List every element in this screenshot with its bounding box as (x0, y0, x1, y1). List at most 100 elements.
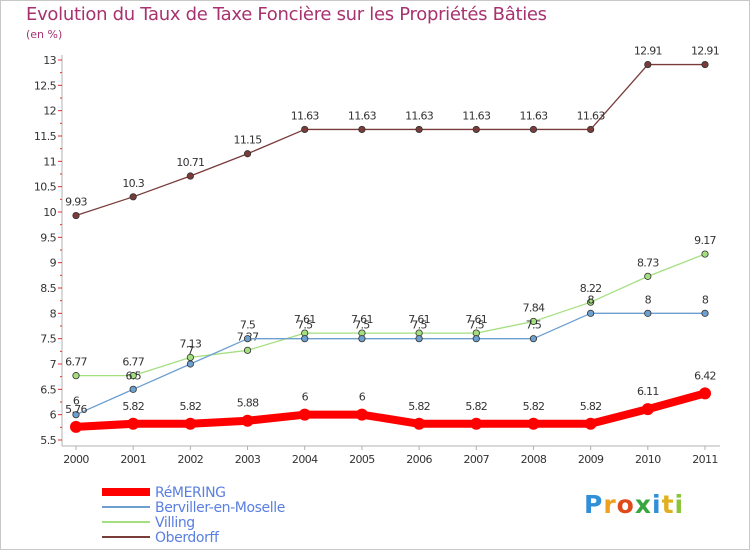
logo-letter: x (634, 490, 652, 519)
y-tick-label: 6 (50, 409, 57, 422)
data-label: 9.93 (65, 196, 87, 209)
y-tick-label: 12 (43, 105, 56, 118)
data-label: 12.91 (691, 45, 719, 58)
data-label: 7 (187, 344, 194, 357)
data-point (72, 211, 80, 220)
data-point (587, 298, 595, 306)
y-tick-label: 12.5 (34, 79, 57, 92)
series-oberdorff: 9.93 10.3 10.71 11.15 11.63 11.63 11.63 11.63 11… (65, 45, 720, 220)
data-label: 11.63 (348, 109, 377, 122)
series-berviller-en-moselle: 6 6.5 7 7.5 7.5 7.5 7.5 7.5 7.5 8 8 8 (72, 293, 710, 419)
y-tick-label: 5.5 (40, 434, 56, 447)
data-point (72, 411, 80, 419)
data-point (472, 125, 480, 134)
data-point (701, 250, 709, 258)
data-label: 6 (359, 391, 366, 404)
data-point (644, 60, 652, 69)
data-label: 5.82 (122, 400, 144, 413)
data-label: 11.63 (519, 109, 548, 122)
logo-letter: o (616, 490, 635, 519)
data-label: 10.3 (122, 177, 144, 190)
data-label: 8 (587, 293, 594, 306)
logo-letter: i (674, 490, 685, 519)
data-label: 6 (302, 391, 309, 404)
data-label: 5.82 (465, 400, 487, 413)
data-point (72, 372, 80, 380)
series-line (75, 63, 706, 217)
axes: 5.5 6 6.5 7 7.5 8 8.5 9 9.5 10 10.5 11 11.5 12 12.5 13 2… (34, 54, 720, 466)
data-label: 6 (73, 395, 80, 408)
data-label: 9.17 (694, 234, 716, 247)
data-label: 8.22 (580, 282, 602, 295)
chart-title: Evolution du Taux de Taxe Foncière sur l… (26, 4, 547, 25)
data-point (241, 414, 254, 427)
data-label: 7.13 (180, 337, 202, 350)
y-tick-label: 11.5 (34, 130, 57, 143)
data-label: 5.82 (408, 400, 430, 413)
data-point (641, 403, 654, 416)
data-label: 5.82 (580, 400, 602, 413)
y-tick-label: 7.5 (40, 333, 56, 346)
y-tick-label: 8 (50, 307, 57, 320)
unit-label: (en %) (26, 28, 63, 41)
legend: RéMERINGBerviller-en-MoselleVillingOberd… (102, 485, 285, 546)
y-tick-label: 8.5 (40, 282, 56, 295)
data-point (70, 420, 82, 433)
y-tick-label: 11 (43, 155, 56, 168)
x-tick-label: 2005 (349, 453, 375, 466)
data-label: 5.82 (523, 400, 545, 413)
data-point (584, 417, 597, 430)
data-label: 6.11 (637, 385, 659, 398)
data-point (243, 150, 252, 158)
data-label: 7.61 (294, 313, 316, 326)
data-point (358, 125, 366, 134)
data-label: 8.73 (637, 256, 659, 269)
data-point (358, 335, 366, 343)
data-label: 6.77 (122, 356, 144, 369)
data-point (301, 125, 309, 134)
data-label: 7.5 (354, 319, 370, 332)
x-tick-label: 2001 (120, 453, 146, 466)
data-label: 11.63 (405, 109, 434, 122)
data-point (470, 417, 483, 430)
y-tick-label: 7 (50, 358, 57, 371)
data-label: 6.42 (694, 369, 716, 382)
data-label: 10.71 (176, 156, 204, 169)
legend-label: Villing (155, 515, 195, 531)
logo-letter: i (652, 490, 662, 519)
y-tick-label: 13 (43, 54, 56, 67)
data-label: 7.61 (408, 313, 430, 326)
y-tick-label: 10.5 (34, 181, 57, 194)
data-point (298, 408, 311, 421)
proxiti-logo: Proxiti (584, 490, 684, 519)
data-label: 12.91 (634, 45, 662, 58)
data-point (186, 360, 194, 368)
x-tick-label: 2003 (235, 453, 261, 466)
y-tick-label: 6.5 (40, 383, 56, 396)
legend-label: RéMERING (155, 485, 226, 501)
x-tick-label: 2007 (463, 453, 489, 466)
y-tick-label: 9 (50, 257, 57, 270)
data-point (699, 387, 711, 400)
data-label: 6.5 (125, 369, 141, 382)
data-point (243, 335, 252, 343)
logo-letter: r (603, 490, 617, 519)
data-label: 5.82 (180, 400, 202, 413)
data-label: 11.63 (577, 109, 606, 122)
data-point (301, 335, 309, 343)
x-tick-label: 2010 (635, 453, 661, 466)
series-line (72, 389, 709, 431)
x-tick-label: 2006 (406, 453, 432, 466)
legend-label: Oberdorff (155, 530, 220, 546)
data-label: 7.5 (297, 319, 313, 332)
data-label: 8 (645, 293, 652, 306)
data-point (129, 385, 137, 393)
x-tick-label: 2009 (578, 453, 604, 466)
data-point (587, 125, 595, 134)
data-label: 11.63 (291, 109, 320, 122)
logo-letter: P (584, 490, 604, 519)
data-point (413, 417, 426, 430)
data-label: 11.63 (462, 109, 491, 122)
